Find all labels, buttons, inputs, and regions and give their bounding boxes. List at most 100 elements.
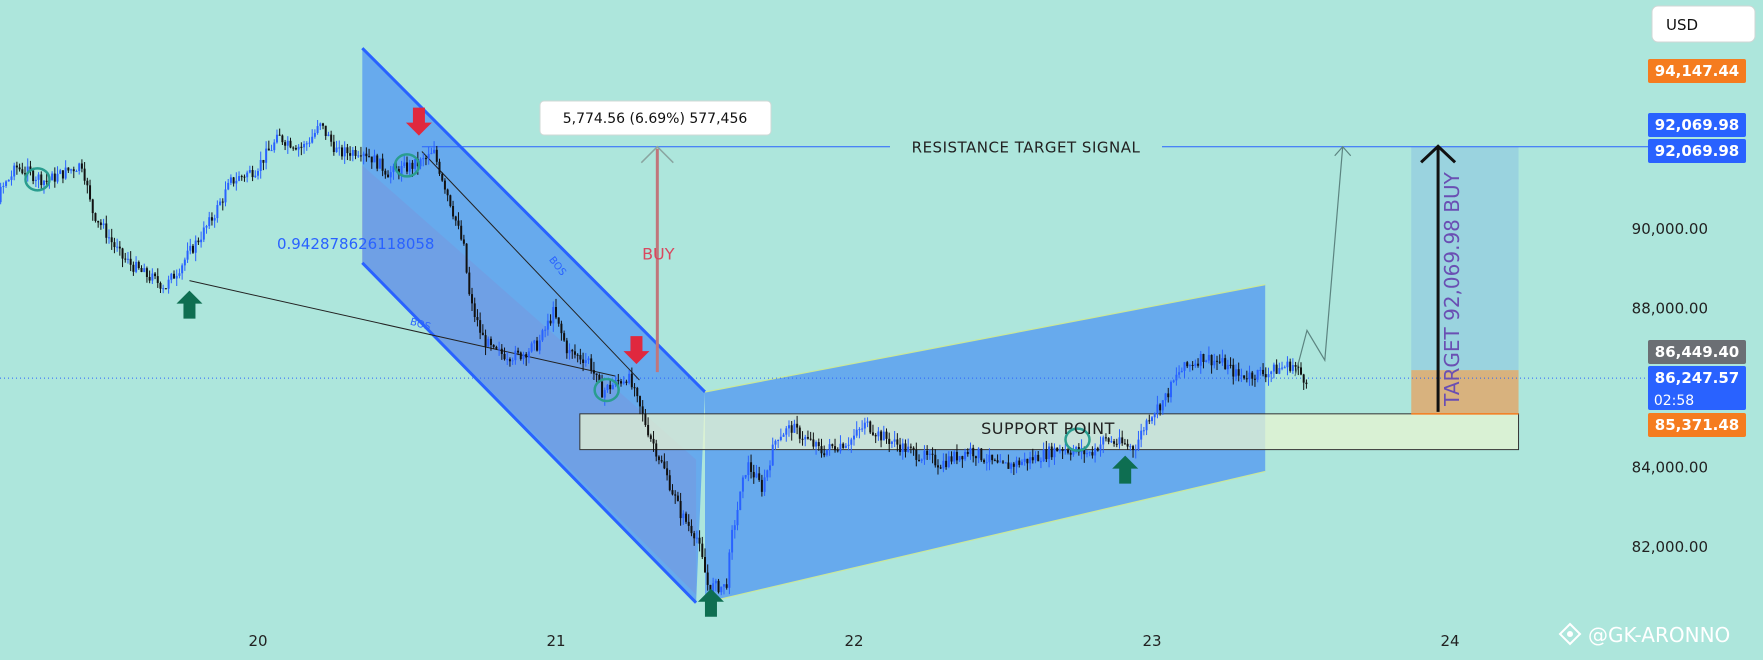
candle-body bbox=[210, 217, 213, 221]
candle-body bbox=[812, 439, 815, 447]
candle-body bbox=[1205, 360, 1208, 362]
candle-body bbox=[462, 239, 465, 244]
candle-body bbox=[828, 444, 831, 450]
candle-body bbox=[465, 243, 468, 273]
currency-button-bg[interactable] bbox=[1651, 5, 1756, 43]
price-tag-top-orange: 94,147.44 bbox=[1655, 62, 1739, 80]
candle-body bbox=[292, 147, 295, 149]
candle-body bbox=[167, 279, 170, 289]
candle-body bbox=[1186, 362, 1189, 367]
candle-body bbox=[999, 461, 1002, 463]
candle-body bbox=[1262, 369, 1265, 375]
candle-body bbox=[110, 237, 113, 243]
candle-body bbox=[1305, 382, 1308, 385]
candle-body bbox=[657, 456, 660, 461]
candle-body bbox=[403, 162, 406, 166]
candle-body bbox=[1142, 430, 1145, 432]
candle-body bbox=[942, 460, 945, 469]
candle-body bbox=[489, 338, 492, 345]
candle-body bbox=[866, 421, 869, 423]
candle-body bbox=[565, 340, 568, 354]
candle-body bbox=[1202, 354, 1205, 362]
candle-body bbox=[189, 245, 192, 251]
candle-body bbox=[728, 552, 731, 588]
candle-body bbox=[1002, 461, 1004, 463]
candle-body bbox=[825, 449, 828, 456]
candle-body bbox=[235, 180, 238, 184]
candle-body bbox=[113, 242, 116, 248]
candle-body bbox=[1102, 437, 1105, 445]
candle-body bbox=[953, 451, 956, 462]
candle-body bbox=[568, 350, 571, 354]
candle-body bbox=[262, 159, 265, 163]
target-arrow-head bbox=[1420, 144, 1457, 164]
candle-body bbox=[923, 450, 926, 460]
candle-body bbox=[468, 272, 471, 295]
candle-body bbox=[750, 462, 753, 472]
candle-body bbox=[281, 135, 284, 143]
candle-body bbox=[1110, 441, 1113, 443]
green-up-arrow-icon-1 bbox=[176, 290, 203, 319]
candle-body bbox=[928, 453, 931, 455]
candle-body bbox=[983, 460, 986, 463]
candle-body bbox=[820, 446, 823, 454]
candle-body bbox=[186, 250, 189, 260]
candle-body bbox=[633, 387, 636, 389]
candle-body bbox=[809, 438, 812, 440]
candle-body bbox=[980, 448, 983, 461]
green-up-arrow-icon-3 bbox=[1112, 455, 1139, 484]
candle-body bbox=[286, 140, 289, 146]
candle-body bbox=[1259, 369, 1262, 371]
candle-body bbox=[706, 572, 709, 585]
candle-body bbox=[861, 428, 864, 430]
candle-body bbox=[86, 180, 89, 186]
candle-body bbox=[573, 351, 576, 355]
candle-body bbox=[966, 451, 969, 455]
candles bbox=[0, 120, 1308, 598]
candle-body bbox=[584, 360, 587, 364]
candle-body bbox=[1302, 374, 1305, 383]
candle-body bbox=[406, 162, 408, 172]
candle-body bbox=[5, 181, 8, 186]
candle-body bbox=[75, 171, 78, 173]
candle-body bbox=[275, 134, 278, 143]
candle-body bbox=[755, 473, 758, 478]
candle-body bbox=[495, 346, 498, 349]
target-label: TARGET 92,069.98 BUY bbox=[1440, 171, 1464, 406]
candle-body bbox=[806, 436, 809, 439]
candle-body bbox=[641, 406, 644, 414]
candle-body bbox=[1297, 366, 1300, 368]
currency-button[interactable]: USD bbox=[1651, 5, 1756, 43]
candle-body bbox=[636, 387, 639, 397]
candle-body bbox=[1210, 354, 1213, 366]
watermark-logo-dot bbox=[1567, 631, 1573, 637]
candle-body bbox=[1039, 461, 1042, 463]
candle-body bbox=[1069, 452, 1072, 455]
candle-body bbox=[506, 359, 509, 361]
candle-body bbox=[1072, 450, 1075, 455]
candle-body bbox=[424, 158, 427, 160]
candle-body bbox=[45, 180, 48, 182]
candle-body bbox=[300, 146, 303, 148]
candle-body bbox=[782, 434, 785, 437]
candle-body bbox=[1159, 404, 1162, 411]
red-down-arrow-icon-2 bbox=[623, 336, 650, 365]
candle-body bbox=[546, 320, 549, 330]
candle-body bbox=[1245, 378, 1248, 380]
candle-body bbox=[381, 158, 384, 171]
candle-body bbox=[804, 436, 807, 440]
candle-body bbox=[720, 586, 723, 593]
candle-body bbox=[311, 136, 314, 143]
candle-body bbox=[26, 166, 29, 175]
candle-body bbox=[1213, 360, 1216, 366]
candle-body bbox=[896, 439, 899, 445]
candle-body bbox=[181, 265, 184, 274]
candle-body bbox=[121, 248, 124, 259]
candle-body bbox=[232, 177, 235, 184]
candle-body bbox=[817, 442, 820, 447]
candle-body bbox=[78, 163, 81, 172]
candle-body bbox=[1300, 367, 1302, 375]
candle-body bbox=[1243, 375, 1246, 379]
